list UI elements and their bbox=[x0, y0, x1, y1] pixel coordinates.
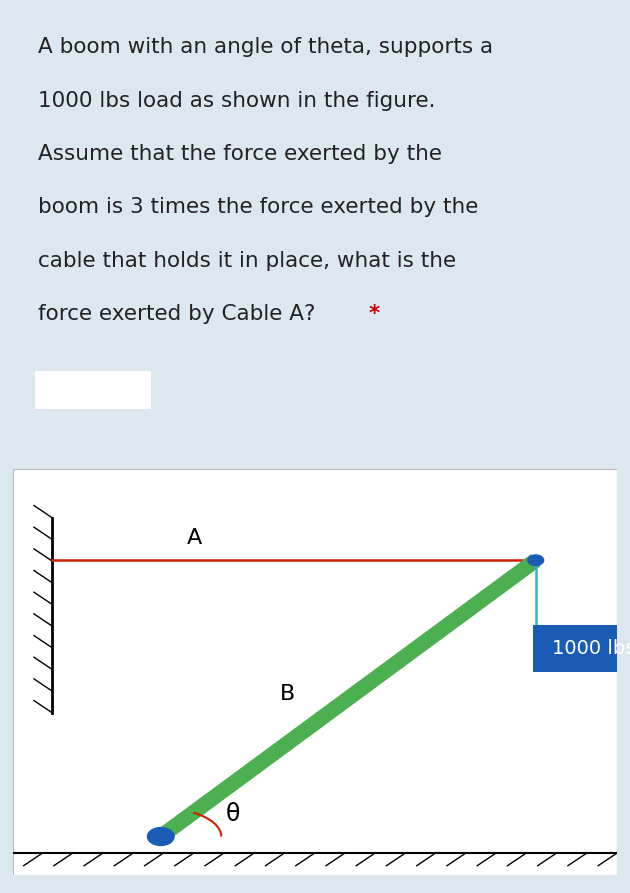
Bar bbox=[533, 625, 630, 672]
Text: θ: θ bbox=[226, 802, 241, 826]
Text: A boom with an angle of theta, supports a: A boom with an angle of theta, supports … bbox=[38, 38, 493, 57]
Bar bbox=[35, 371, 151, 409]
Text: Assume that the force exerted by the: Assume that the force exerted by the bbox=[38, 144, 442, 164]
Text: *: * bbox=[369, 305, 380, 324]
Text: boom is 3 times the force exerted by the: boom is 3 times the force exerted by the bbox=[38, 197, 478, 217]
Text: force exerted by Cable A?: force exerted by Cable A? bbox=[38, 305, 315, 324]
Text: A: A bbox=[186, 528, 202, 548]
Text: 1000 lbs load as shown in the figure.: 1000 lbs load as shown in the figure. bbox=[38, 90, 435, 111]
Circle shape bbox=[528, 555, 544, 565]
Text: cable that holds it in place, what is the: cable that holds it in place, what is th… bbox=[38, 251, 456, 271]
Circle shape bbox=[147, 828, 174, 846]
Text: 1000 lbs: 1000 lbs bbox=[551, 639, 630, 658]
Text: B: B bbox=[280, 684, 295, 705]
